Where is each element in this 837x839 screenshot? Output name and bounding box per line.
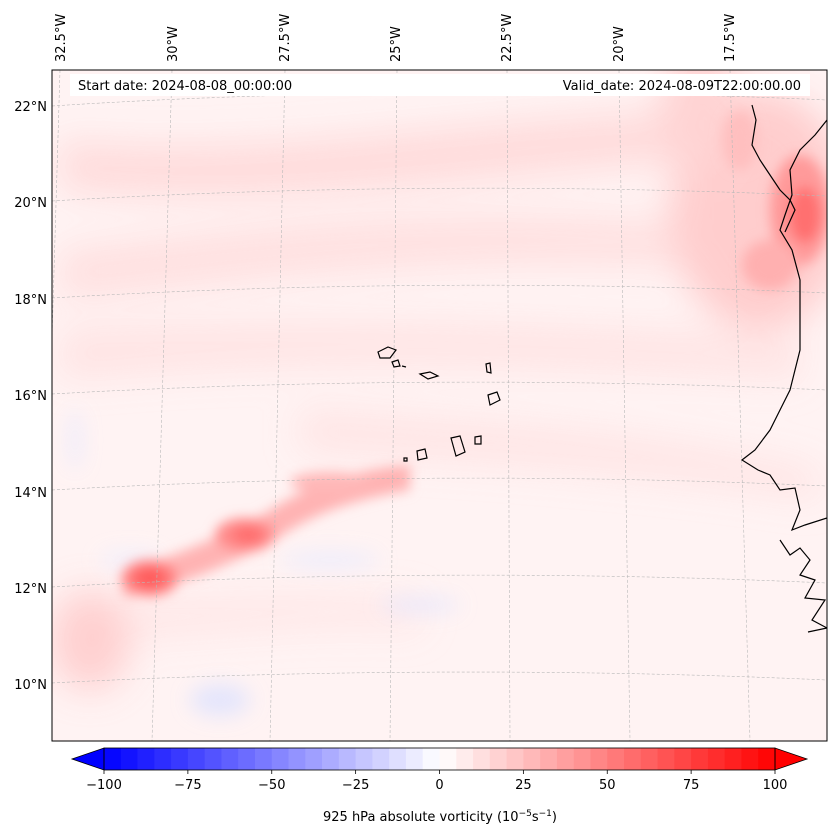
lat-label: 20°N bbox=[14, 196, 47, 211]
colorbar-cell bbox=[204, 748, 222, 770]
colorbar-cells bbox=[104, 748, 776, 770]
colorbar-cell bbox=[724, 748, 742, 770]
colorbar-cell bbox=[758, 748, 776, 770]
colorbar-tick-label: 25 bbox=[515, 778, 532, 793]
lon-label: 27.5°W bbox=[278, 14, 293, 62]
lat-label: 12°N bbox=[14, 582, 47, 597]
colorbar-cell bbox=[389, 748, 407, 770]
colorbar-tick-label: −25 bbox=[342, 778, 369, 793]
colorbar-cell bbox=[674, 748, 692, 770]
colorbar-tick-label: −100 bbox=[86, 778, 122, 793]
colorbar-cell bbox=[456, 748, 474, 770]
colorbar-cell bbox=[624, 748, 642, 770]
colorbar-cell bbox=[473, 748, 491, 770]
lat-label: 10°N bbox=[14, 678, 47, 693]
colorbar-cell bbox=[741, 748, 759, 770]
vorticity-field bbox=[52, 70, 827, 741]
lon-label: 25°W bbox=[389, 26, 404, 62]
lon-label: 32.5°W bbox=[54, 14, 69, 62]
colorbar-cell bbox=[187, 748, 206, 770]
colorbar-cell bbox=[523, 748, 541, 770]
west-africa-coastline bbox=[740, 119, 827, 532]
valid-date-label: Valid_date: 2024-08-09T22:00:00.00 bbox=[563, 79, 801, 94]
colorbar-cell bbox=[171, 748, 189, 770]
colorbar-cell bbox=[506, 748, 524, 770]
colorbar-cell bbox=[691, 748, 709, 770]
colorbar-cell bbox=[322, 748, 340, 770]
colorbar-cell bbox=[573, 748, 591, 770]
longitude-labels: 32.5°W 30°W 27.5°W 25°W 22.5°W 20°W 17.5… bbox=[54, 14, 738, 62]
colorbar-low-arrow bbox=[70, 747, 105, 771]
colorbar-cell bbox=[657, 748, 675, 770]
lat-label: 18°N bbox=[14, 293, 47, 308]
map-panel: Start date: 2024-08-08_00:00:00 Valid_da… bbox=[14, 14, 828, 742]
colorbar-cell bbox=[305, 748, 323, 770]
colorbar-cell bbox=[355, 748, 373, 770]
colorbar-cell bbox=[288, 748, 306, 770]
map-frame bbox=[51, 69, 828, 742]
colorbar-cell bbox=[137, 748, 155, 770]
colorbar-high-arrow bbox=[774, 747, 809, 771]
colorbar: −100 −75 −50 −25 0 25 50 75 100 925 hPa absolute… bbox=[70, 747, 809, 825]
colorbar-ticks: −100 −75 −50 −25 0 25 50 75 100 bbox=[86, 770, 787, 793]
lon-label: 20°W bbox=[612, 26, 627, 62]
colorbar-tick-label: 50 bbox=[599, 778, 616, 793]
lat-label: 22°N bbox=[14, 100, 47, 115]
colorbar-cell bbox=[338, 748, 357, 770]
lon-label: 17.5°W bbox=[723, 14, 738, 62]
colorbar-cell bbox=[154, 748, 172, 770]
colorbar-cell bbox=[271, 748, 289, 770]
colorbar-cell bbox=[238, 748, 256, 770]
graticule bbox=[52, 70, 827, 741]
colorbar-tick-label: −50 bbox=[258, 778, 285, 793]
colorbar-cell bbox=[254, 748, 273, 770]
colorbar-cell bbox=[556, 748, 575, 770]
colorbar-cell bbox=[221, 748, 239, 770]
colorbar-cell bbox=[540, 748, 558, 770]
colorbar-cell bbox=[120, 748, 138, 770]
colorbar-cell bbox=[422, 748, 440, 770]
lat-label: 16°N bbox=[14, 389, 47, 404]
colorbar-cell bbox=[640, 748, 658, 770]
colorbar-cell bbox=[707, 748, 726, 770]
lon-label: 22.5°W bbox=[500, 14, 515, 62]
colorbar-cell bbox=[607, 748, 625, 770]
colorbar-cell bbox=[489, 748, 507, 770]
colorbar-tick-label: 100 bbox=[763, 778, 788, 793]
latitude-labels: 22°N 20°N 18°N 16°N 14°N 12°N 10°N bbox=[14, 100, 47, 693]
cabo-verde-islands bbox=[377, 346, 501, 462]
colorbar-cell bbox=[405, 748, 424, 770]
colorbar-cell bbox=[104, 748, 122, 770]
colorbar-cell bbox=[590, 748, 608, 770]
colorbar-cell bbox=[439, 748, 457, 770]
colorbar-tick-label: 75 bbox=[683, 778, 700, 793]
lon-label: 30°W bbox=[166, 26, 181, 62]
start-date-label: Start date: 2024-08-08_00:00:00 bbox=[78, 79, 292, 94]
colorbar-cell bbox=[372, 748, 390, 770]
header-bar bbox=[70, 74, 810, 96]
lat-label: 14°N bbox=[14, 486, 47, 501]
colorbar-tick-label: 0 bbox=[435, 778, 443, 793]
colorbar-tick-label: −75 bbox=[174, 778, 201, 793]
colorbar-title: 925 hPa absolute vorticity (10−5s−1) bbox=[323, 809, 557, 825]
